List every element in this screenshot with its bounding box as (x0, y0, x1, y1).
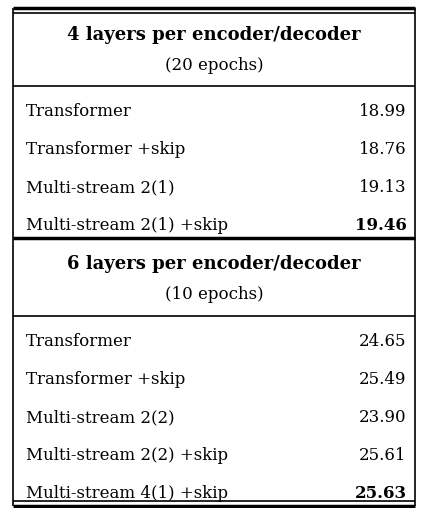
Text: 25.63: 25.63 (354, 485, 407, 502)
Text: 4 layers per encoder/decoder: 4 layers per encoder/decoder (67, 26, 361, 44)
Text: 18.99: 18.99 (359, 103, 407, 120)
Text: 18.76: 18.76 (359, 141, 407, 158)
Text: Multi-stream 2(1) +skip: Multi-stream 2(1) +skip (26, 217, 228, 234)
Text: 6 layers per encoder/decoder: 6 layers per encoder/decoder (67, 255, 361, 272)
Text: (10 epochs): (10 epochs) (165, 286, 263, 303)
Text: Multi-stream 4(1) +skip: Multi-stream 4(1) +skip (26, 485, 228, 502)
Text: 25.49: 25.49 (359, 371, 407, 388)
Text: Multi-stream 2(1): Multi-stream 2(1) (26, 179, 174, 196)
Text: 24.65: 24.65 (359, 333, 407, 350)
Text: 23.90: 23.90 (359, 409, 407, 426)
Text: 25.61: 25.61 (359, 447, 407, 464)
Text: Transformer +skip: Transformer +skip (26, 141, 185, 158)
Text: Multi-stream 2(2) +skip: Multi-stream 2(2) +skip (26, 447, 228, 464)
Text: 19.13: 19.13 (359, 179, 407, 196)
Text: Transformer +skip: Transformer +skip (26, 371, 185, 388)
Text: (20 epochs): (20 epochs) (165, 57, 263, 74)
Text: Transformer: Transformer (26, 103, 131, 120)
Text: 19.46: 19.46 (355, 217, 407, 234)
Text: Transformer: Transformer (26, 333, 131, 350)
Text: Multi-stream 2(2): Multi-stream 2(2) (26, 409, 174, 426)
